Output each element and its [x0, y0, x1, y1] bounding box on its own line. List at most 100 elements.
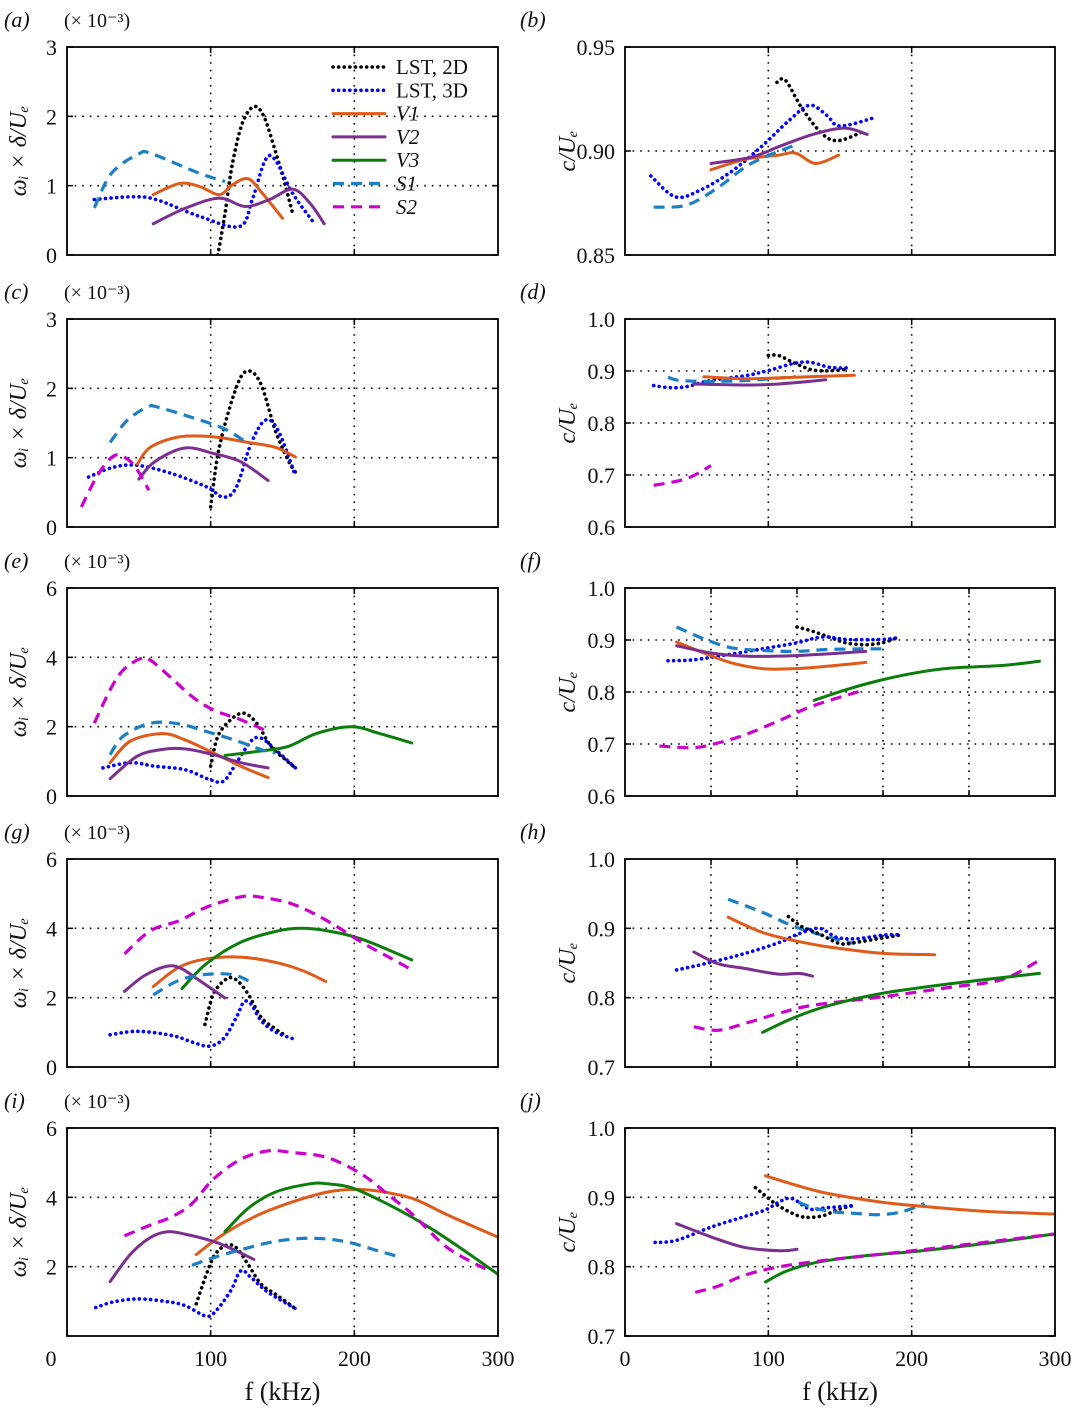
series-lst-3d — [86, 417, 298, 500]
panel-label: (f) — [520, 548, 541, 573]
series-s1 — [92, 149, 226, 209]
series-s1 — [727, 897, 855, 946]
plot-frame — [66, 858, 499, 1068]
legend-label: S2 — [396, 195, 418, 219]
y-tick-label: 2 — [46, 104, 57, 129]
y-tick-label: 6 — [46, 576, 57, 601]
y-tick-label: 1 — [46, 174, 57, 199]
series-v2 — [675, 1222, 799, 1253]
y-tick-label: 0 — [46, 515, 57, 540]
y-tick-label: 0.9 — [588, 1185, 616, 1210]
legend-label: V1 — [396, 102, 419, 126]
panel-label: (i) — [4, 1088, 25, 1113]
series-v2 — [675, 644, 868, 658]
y-tick-label: 0.7 — [588, 1324, 616, 1349]
y-tick-label: 0.6 — [588, 515, 616, 540]
series-v2 — [108, 746, 270, 781]
series-v2 — [692, 950, 814, 978]
series-v3 — [812, 659, 1041, 702]
series-lst-2d — [216, 104, 295, 255]
panel-c: 0 1 2 3 (c) (× 10⁻³) ωᵢ × δ/Uₑ — [4, 279, 499, 540]
series-s2 — [92, 655, 269, 733]
x-tick-label: 300 — [1039, 1346, 1072, 1371]
series-lst-3d — [674, 926, 901, 972]
series-v1 — [135, 434, 297, 466]
y-tick-label: 0.6 — [588, 784, 616, 809]
y-multiplier: (× 10⁻³) — [64, 551, 130, 573]
series-v1 — [702, 373, 856, 381]
legend-label: S1 — [396, 172, 417, 196]
plot-frame — [66, 46, 499, 256]
y-axis-label: c/Uₑ — [555, 943, 581, 984]
series-lst-3d — [92, 153, 316, 229]
series-v2 — [137, 446, 270, 482]
y-tick-label: 2 — [46, 986, 57, 1011]
series-v2 — [108, 1230, 256, 1284]
series-lst-3d — [666, 635, 899, 663]
plot-frame — [624, 587, 1056, 797]
y-tick-label: 2 — [46, 715, 57, 740]
x-tick-label: 0 — [620, 1346, 631, 1371]
series-s2 — [79, 453, 151, 508]
series-v3 — [763, 1232, 1055, 1284]
y-tick-label: 0.7 — [588, 463, 616, 488]
panel-label: (e) — [4, 548, 28, 573]
y-tick-label: 1.0 — [588, 576, 616, 601]
panel-j: 0.7 0.8 0.9 1.0 0 100 200 300 (j) c/Uₑ f (kHz) — [520, 1088, 1072, 1406]
series-lst-2d — [208, 711, 298, 770]
y-multiplier: (× 10⁻³) — [64, 10, 130, 32]
series-lst-2d — [795, 625, 899, 647]
series-s2 — [693, 958, 1041, 1032]
panel-label: (h) — [520, 819, 546, 844]
y-tick-label: 0.9 — [588, 628, 616, 653]
series-s1 — [108, 404, 245, 444]
x-tick-label: 300 — [482, 1346, 515, 1371]
series-s2 — [653, 464, 712, 487]
y-tick-label: 1.0 — [588, 307, 616, 332]
y-axis-label: c/Uₑ — [555, 131, 581, 172]
series-v3 — [223, 1181, 498, 1276]
legend-label: V3 — [396, 148, 419, 172]
y-multiplier: (× 10⁻³) — [64, 282, 130, 304]
y-tick-label: 4 — [46, 1185, 57, 1210]
series-s1 — [797, 1200, 926, 1217]
series-v1 — [726, 915, 937, 957]
y-tick-label: 1 — [46, 446, 57, 471]
panel-b: 0.85 0.90 0.95 (b) c/Uₑ — [520, 7, 1056, 268]
y-axis-label: c/Uₑ — [555, 403, 581, 444]
series-s2 — [123, 1148, 491, 1273]
series-v1 — [151, 176, 284, 220]
series-v3 — [180, 926, 414, 991]
series-s2 — [694, 1232, 1054, 1294]
series-lst-3d — [651, 360, 851, 390]
series-lst-3d — [108, 999, 298, 1049]
y-axis-label: c/Uₑ — [555, 672, 581, 713]
series-lst-2d — [208, 369, 298, 509]
y-tick-label: 1.0 — [588, 1116, 616, 1141]
plot-frame — [66, 318, 499, 528]
plot-frame — [624, 1127, 1056, 1337]
series-v2 — [692, 378, 828, 387]
series-lst-3d — [101, 735, 298, 785]
series-s1 — [152, 972, 255, 997]
series-lst-2d — [786, 914, 901, 946]
series-lst-3d — [93, 1268, 298, 1319]
series-v3 — [223, 725, 414, 757]
y-tick-label: 0.8 — [588, 411, 616, 436]
panel-e: 0 2 4 6 (e) (× 10⁻³) ωᵢ × δ/Uₑ — [4, 548, 499, 809]
series-lst-3d — [649, 103, 877, 200]
x-tick-label: 200 — [895, 1346, 928, 1371]
series-v3 — [761, 971, 1041, 1034]
y-tick-label: 0 — [46, 784, 57, 809]
y-tick-label: 0 — [46, 1055, 57, 1080]
x-axis-label: f (kHz) — [245, 1377, 321, 1406]
plot-frame — [66, 1127, 499, 1337]
plot-frame — [624, 858, 1056, 1068]
y-tick-label: 2 — [46, 1255, 57, 1280]
y-multiplier: (× 10⁻³) — [64, 822, 130, 844]
series-s2 — [123, 894, 414, 973]
legend-label: LST, 2D — [396, 55, 468, 79]
series-s1 — [191, 1236, 398, 1267]
